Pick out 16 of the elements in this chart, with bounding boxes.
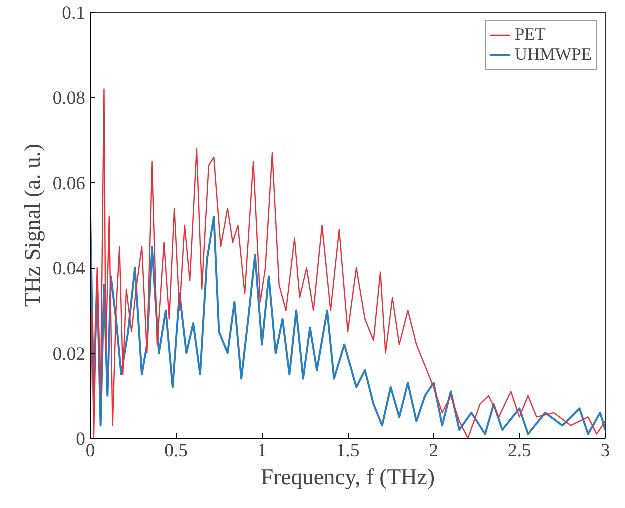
y-tick-label: 0.04 xyxy=(52,258,86,280)
legend-label: PET xyxy=(514,25,546,45)
y-tick-label: 0.02 xyxy=(52,344,86,365)
y-tick-label: 0.08 xyxy=(52,88,86,110)
y-tick-label: 0.06 xyxy=(52,173,86,194)
x-tick-label: 2.5 xyxy=(508,440,532,462)
x-tick-label: 0.5 xyxy=(164,440,188,462)
legend-label: UHMWPE xyxy=(514,45,592,65)
x-tick-label: 2 xyxy=(429,440,438,462)
y-axis-title: THz Signal (a. u.) xyxy=(20,144,45,307)
x-tick-label: 1 xyxy=(258,440,267,462)
y-tick-label: 0.1 xyxy=(62,3,86,24)
x-tick-label: 1.5 xyxy=(336,440,360,462)
line-series xyxy=(90,216,606,436)
x-axis-title: Frequency, f (THz) xyxy=(260,464,436,490)
x-tick-label: 3 xyxy=(600,440,610,462)
